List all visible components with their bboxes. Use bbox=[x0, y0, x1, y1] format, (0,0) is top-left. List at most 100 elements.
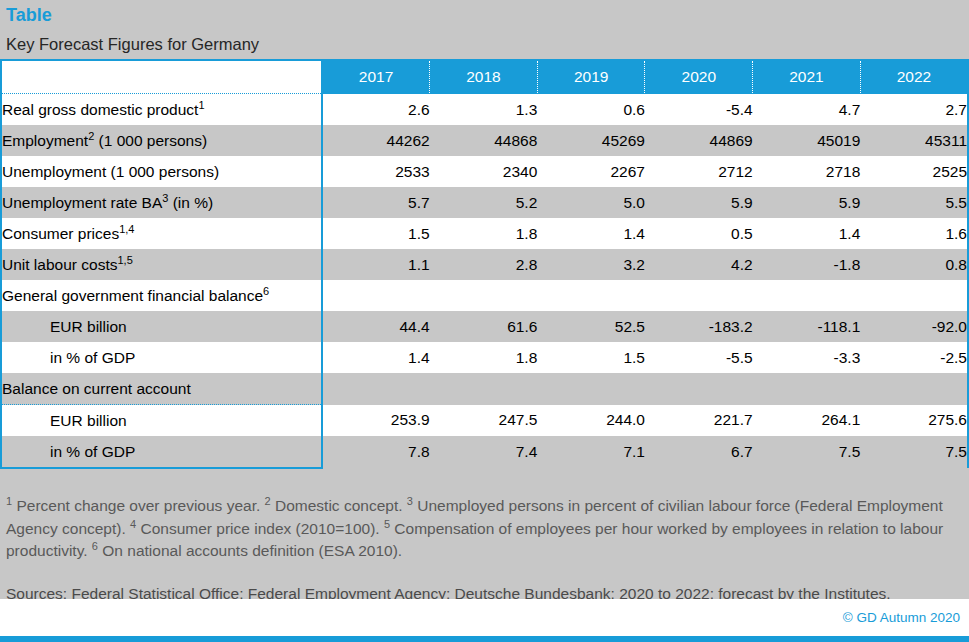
row-label: EUR billion bbox=[1, 311, 322, 342]
value-cell bbox=[753, 280, 861, 311]
value-cell: 61.6 bbox=[430, 311, 538, 342]
value-cell: 244.0 bbox=[537, 405, 645, 437]
value-cell: -118.1 bbox=[753, 311, 861, 342]
value-cell bbox=[860, 373, 968, 405]
value-cell: 1.8 bbox=[430, 342, 538, 373]
value-cell: -183.2 bbox=[645, 311, 753, 342]
table-row: EUR billion44.461.652.5-183.2-118.1-92.0 bbox=[1, 311, 968, 342]
value-cell: 7.1 bbox=[537, 436, 645, 468]
value-cell: 2340 bbox=[430, 156, 538, 187]
table-row: EUR billion253.9247.5244.0221.7264.1275.… bbox=[1, 405, 968, 437]
page-title: Table bbox=[6, 4, 969, 26]
footnote-marker: 2 bbox=[265, 495, 271, 507]
corner-cell bbox=[1, 60, 322, 94]
value-cell: 2.8 bbox=[430, 249, 538, 280]
table-row: Unemployment (1 000 persons)253323402267… bbox=[1, 156, 968, 187]
row-label: Unit labour costs1,5 bbox=[1, 249, 322, 280]
year-header-2018: 2018 bbox=[430, 60, 538, 94]
row-label: in % of GDP bbox=[1, 436, 322, 468]
value-cell: 7.5 bbox=[860, 436, 968, 468]
value-cell bbox=[430, 280, 538, 311]
value-cell bbox=[645, 280, 753, 311]
footnotes: 1 Percent change over previous year. 2 D… bbox=[6, 495, 965, 563]
footnote-marker: 6 bbox=[92, 540, 98, 552]
table-row: Unit labour costs1,51.12.83.24.2-1.80.8 bbox=[1, 249, 968, 280]
value-cell: 1.4 bbox=[537, 218, 645, 249]
value-cell: 7.4 bbox=[430, 436, 538, 468]
value-cell: 2712 bbox=[645, 156, 753, 187]
value-cell: 2525 bbox=[860, 156, 968, 187]
copyright: © GD Autumn 2020 bbox=[843, 610, 960, 625]
footnote-marker: 3 bbox=[162, 191, 168, 203]
footnote-marker: 6 bbox=[263, 284, 269, 296]
value-cell: 6.7 bbox=[645, 436, 753, 468]
table-row: Unemployment rate BA3 (in %)5.75.25.05.9… bbox=[1, 187, 968, 218]
year-header-2019: 2019 bbox=[537, 60, 645, 94]
footer-strip: © GD Autumn 2020 bbox=[0, 599, 969, 636]
value-cell: 5.5 bbox=[860, 187, 968, 218]
row-label: in % of GDP bbox=[1, 342, 322, 373]
page: Table Key Forecast Figures for Germany 2… bbox=[0, 0, 969, 604]
value-cell: 45019 bbox=[753, 125, 861, 156]
footer-accent-bar bbox=[0, 636, 969, 642]
year-header-2020: 2020 bbox=[645, 60, 753, 94]
value-cell: 44869 bbox=[645, 125, 753, 156]
value-cell: 1.5 bbox=[322, 218, 430, 249]
value-cell: 1.6 bbox=[860, 218, 968, 249]
value-cell: 2.7 bbox=[860, 94, 968, 126]
value-cell: 2533 bbox=[322, 156, 430, 187]
value-cell bbox=[753, 373, 861, 405]
footnote-marker: 3 bbox=[407, 495, 413, 507]
footnote-marker: 4 bbox=[130, 517, 136, 529]
value-cell: 7.8 bbox=[322, 436, 430, 468]
value-cell: 0.6 bbox=[537, 94, 645, 126]
row-label: EUR billion bbox=[1, 405, 322, 437]
value-cell bbox=[537, 373, 645, 405]
value-cell: 2.6 bbox=[322, 94, 430, 126]
row-label: Consumer prices1,4 bbox=[1, 218, 322, 249]
row-label: Employment2 (1 000 persons) bbox=[1, 125, 322, 156]
value-cell: 5.2 bbox=[430, 187, 538, 218]
table-row: in % of GDP1.41.81.5-5.5-3.3-2.5 bbox=[1, 342, 968, 373]
value-cell: 4.7 bbox=[753, 94, 861, 126]
value-cell bbox=[430, 373, 538, 405]
value-cell: 5.9 bbox=[753, 187, 861, 218]
value-cell: 1.5 bbox=[537, 342, 645, 373]
value-cell bbox=[537, 280, 645, 311]
value-cell: 275.6 bbox=[860, 405, 968, 437]
value-cell: 3.2 bbox=[537, 249, 645, 280]
page-subtitle: Key Forecast Figures for Germany bbox=[6, 34, 969, 54]
year-header-2021: 2021 bbox=[753, 60, 861, 94]
value-cell: 2267 bbox=[537, 156, 645, 187]
value-cell: 253.9 bbox=[322, 405, 430, 437]
value-cell: 1.4 bbox=[753, 218, 861, 249]
footnote-marker: 1 bbox=[198, 98, 204, 110]
table-row: General government financial balance6 bbox=[1, 280, 968, 311]
value-cell bbox=[322, 280, 430, 311]
forecast-table: 201720182019202020212022 Real gross dome… bbox=[0, 59, 969, 469]
value-cell: -5.4 bbox=[645, 94, 753, 126]
value-cell: 1.1 bbox=[322, 249, 430, 280]
table-row: Balance on current account bbox=[1, 373, 968, 405]
value-cell: 5.9 bbox=[645, 187, 753, 218]
row-label: General government financial balance6 bbox=[1, 280, 322, 311]
value-cell: 4.2 bbox=[645, 249, 753, 280]
value-cell: -1.8 bbox=[753, 249, 861, 280]
value-cell: -5.5 bbox=[645, 342, 753, 373]
table-row: in % of GDP7.87.47.16.77.57.5 bbox=[1, 436, 968, 468]
value-cell: 1.8 bbox=[430, 218, 538, 249]
value-cell: 0.8 bbox=[860, 249, 968, 280]
value-cell: 1.4 bbox=[322, 342, 430, 373]
footnote-marker: 1,4 bbox=[119, 222, 134, 234]
value-cell: 44868 bbox=[430, 125, 538, 156]
value-cell: 221.7 bbox=[645, 405, 753, 437]
value-cell: 0.5 bbox=[645, 218, 753, 249]
value-cell: 45269 bbox=[537, 125, 645, 156]
value-cell: 45311 bbox=[860, 125, 968, 156]
footnote-marker: 5 bbox=[384, 517, 390, 529]
footnote-marker: 2 bbox=[88, 129, 94, 141]
value-cell: 52.5 bbox=[537, 311, 645, 342]
value-cell: -2.5 bbox=[860, 342, 968, 373]
value-cell: -92.0 bbox=[860, 311, 968, 342]
value-cell: 247.5 bbox=[430, 405, 538, 437]
